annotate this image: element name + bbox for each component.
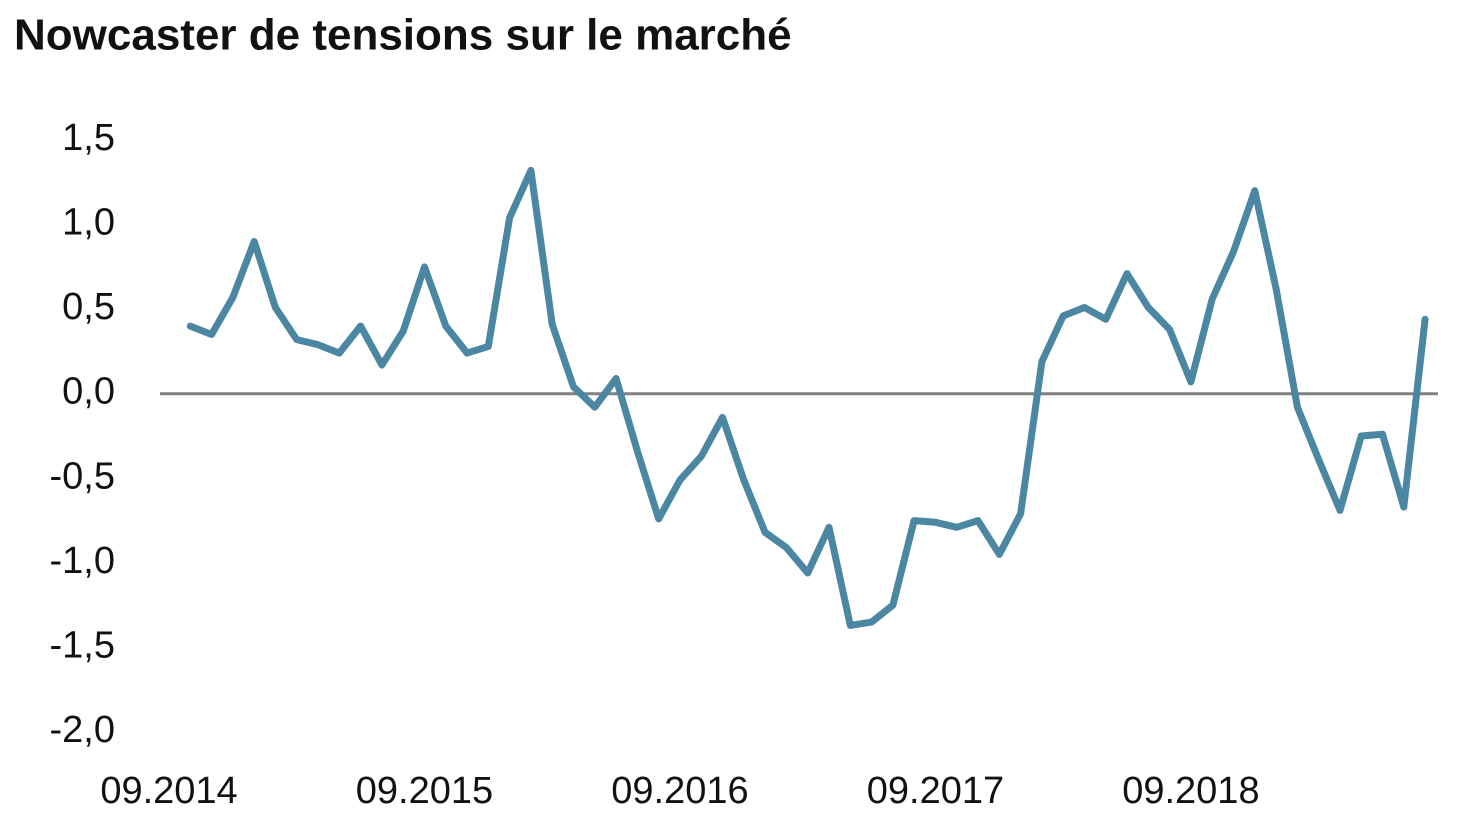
y-tick-label: 1,0 bbox=[62, 202, 115, 244]
y-tick-label: 0,0 bbox=[62, 371, 115, 413]
chart-title: Nowcaster de tensions sur le marché bbox=[14, 11, 792, 60]
x-tick-label: 09.2017 bbox=[867, 770, 1004, 812]
data-line bbox=[186, 166, 1429, 629]
y-tick-label: -1,5 bbox=[50, 624, 115, 666]
y-tick-label: -0,5 bbox=[50, 455, 115, 497]
x-tick-label: 09.2015 bbox=[356, 770, 493, 812]
x-tick-label: 09.2014 bbox=[100, 770, 237, 812]
y-tick-label: 1,5 bbox=[62, 117, 115, 159]
x-tick-label: 09.2016 bbox=[611, 770, 748, 812]
x-tick-label: 09.2018 bbox=[1122, 770, 1259, 812]
y-tick-label: 0,5 bbox=[62, 286, 115, 328]
y-tick-label: -2,0 bbox=[50, 709, 115, 751]
y-tick-label: -1,0 bbox=[50, 540, 115, 582]
